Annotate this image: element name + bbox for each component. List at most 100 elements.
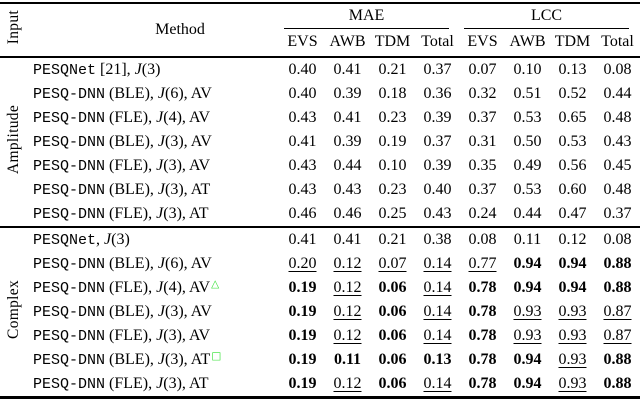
method-name-mono: PESQ-DNN [33,328,106,345]
value-cell: 0.37 [423,133,452,150]
value-cell: 0.12 [333,255,362,272]
method-cell: PESQ-DNN (BLE), J(6), AV [28,82,280,106]
table-row: PESQ-DNN (BLE), J(3), AV 0.41 0.39 0.19 0.37… [0,130,640,154]
method-j-arg: (3) [163,375,182,392]
value-cell: 0.78 [468,279,497,296]
value-cell: 0.51 [513,85,542,102]
method-j-italic: J [156,327,164,344]
method-cell: PESQ-DNN (FLE), J(3), AT [28,202,280,228]
value-cell: 0.44 [603,85,632,102]
method-j-arg: (4) [163,279,182,296]
input-column-label: Input [5,10,22,45]
value-cell: 0.24 [460,202,505,228]
method-suffix: , AV [183,85,212,102]
value-cell: 0.43 [288,109,317,126]
method-j-arg: (6) [165,85,184,102]
value-cell: 0.50 [513,133,542,150]
method-mid-text: (FLE), [105,157,157,174]
value-cell: 0.41 [333,109,362,126]
value-cell: 0.41 [288,133,317,150]
method-cell: PESQ-DNN (BLE), J(3), AV [28,300,280,324]
value-cell: 0.93 [558,351,587,368]
value-cell: 0.41 [333,61,362,78]
value-cell: 0.31 [468,133,497,150]
method-j-arg: (3) [163,157,182,174]
value-cell: 0.53 [513,109,542,126]
value-cell: 0.19 [378,133,407,150]
value-cell: 0.43 [288,181,317,198]
table-row: PESQ-DNN (BLE), J(3), AV 0.19 0.12 0.06 0.14… [0,300,640,324]
method-suffix: , AV [181,109,211,126]
method-mid-text: [21], [96,61,135,78]
value-cell: 0.14 [423,375,452,392]
value-cell: 0.46 [325,202,370,228]
value-cell: 0.78 [468,303,497,320]
value-cell: 0.23 [378,181,407,198]
value-cell: 0.06 [378,303,407,320]
input-section-cell-complex: Complex [0,227,28,398]
value-cell: 0.14 [423,327,452,344]
value-cell: 0.12 [333,327,362,344]
value-cell: 0.08 [603,231,632,248]
value-cell: 0.93 [558,303,587,320]
value-cell: 0.10 [513,61,542,78]
method-j-italic: J [157,133,165,150]
method-mid-text: , [96,231,105,248]
value-cell: 0.94 [558,279,587,296]
value-cell: 0.19 [288,279,317,296]
square-marker-icon: □ [211,350,222,362]
value-cell: 0.77 [468,255,497,272]
table-row: PESQ-DNN (FLE), J(3), AT 0.19 0.12 0.06 0.14… [0,372,640,398]
method-cell: PESQ-DNN (BLE), J(3), AT [28,178,280,202]
method-j-italic: J [157,255,165,272]
value-cell: 0.38 [423,231,452,248]
value-cell: 0.12 [333,303,362,320]
method-j-arg: (3) [165,351,184,368]
method-mid-text: (FLE), [105,375,157,392]
method-j-arg: (4) [163,109,182,126]
value-cell: 0.43 [288,157,317,174]
subheader-lcc-tdm: TDM [550,29,595,58]
value-cell: 0.39 [333,85,362,102]
value-cell: 0.12 [558,231,587,248]
method-suffix: , AV [181,157,211,174]
value-cell: 0.65 [558,109,587,126]
value-cell: 0.52 [558,85,587,102]
method-name-mono: PESQ-DNN [33,158,106,175]
value-cell: 0.11 [513,231,542,248]
value-cell: 0.78 [468,351,497,368]
value-cell: 0.14 [423,279,452,296]
value-cell: 0.87 [603,327,632,344]
value-cell: 0.44 [505,202,550,228]
method-j-arg: (3) [163,327,182,344]
value-cell: 0.13 [558,61,587,78]
method-name-mono: PESQ-DNN [33,86,106,103]
method-j-italic: J [156,205,164,222]
value-cell: 0.43 [333,181,362,198]
method-j-arg: (3) [163,205,182,222]
value-cell: 0.49 [513,157,542,174]
method-name-mono: PESQ-DNN [33,256,106,273]
method-j-italic: J [156,375,164,392]
method-name-mono: PESQ-DNN [33,110,106,127]
method-j-arg: (3) [165,133,184,150]
subheader-lcc-total: Total [595,29,640,58]
value-cell: 0.94 [513,375,542,392]
mae-group-label: MAE [284,7,449,29]
method-name-mono: PESQ-DNN [33,352,106,369]
method-column-header: Method [28,3,280,58]
value-cell: 0.06 [378,375,407,392]
value-cell: 0.48 [603,181,632,198]
value-cell: 0.88 [603,279,632,296]
header-row-subcolumns: EVS AWB TDM Total EVS AWB TDM Total [0,29,640,58]
value-cell: 0.10 [378,157,407,174]
method-suffix: , AT [181,375,209,392]
value-cell: 0.21 [378,61,407,78]
triangle-marker-icon: △ [211,278,220,290]
value-cell: 0.94 [513,255,542,272]
value-cell: 0.19 [288,375,317,392]
value-cell: 0.12 [333,375,362,392]
method-name-mono: PESQNet [33,232,97,249]
